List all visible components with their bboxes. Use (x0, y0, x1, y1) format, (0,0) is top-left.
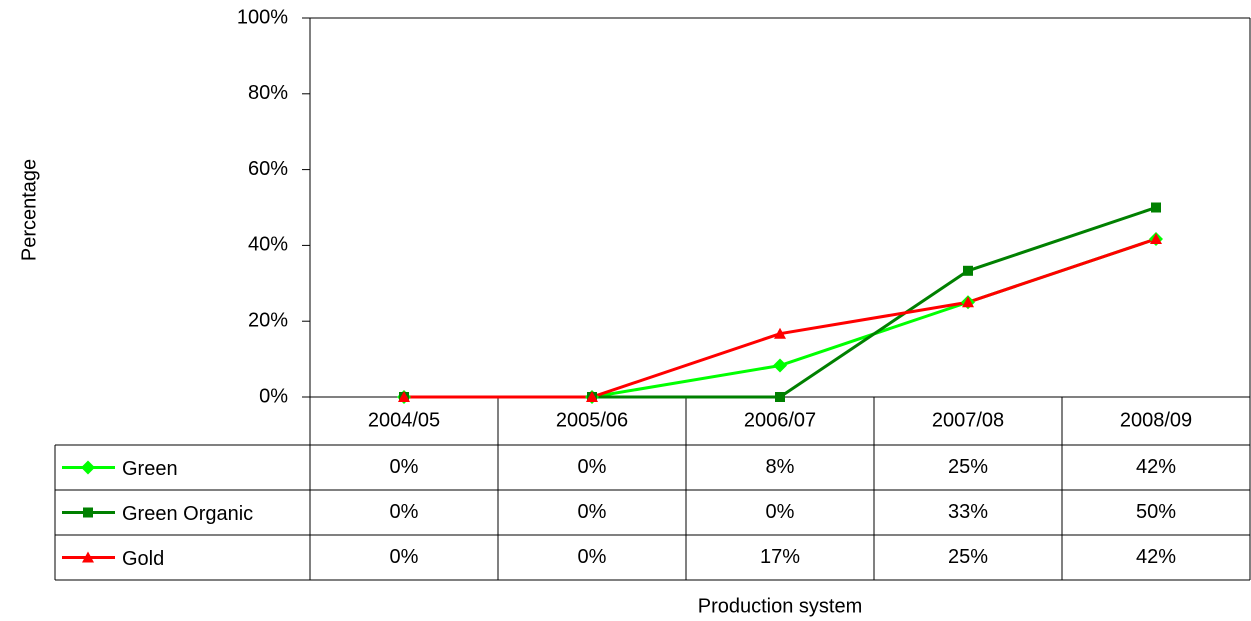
table-value: 25% (948, 546, 988, 568)
table-value: 0% (390, 456, 419, 478)
x-tick-label: 2007/08 (932, 409, 1004, 431)
table-value: 0% (578, 501, 607, 523)
marker (774, 327, 786, 339)
legend-label: Green (122, 458, 178, 480)
marker (1150, 232, 1162, 244)
x-tick-label: 2008/09 (1120, 409, 1192, 431)
y-tick-label: 80% (248, 82, 288, 104)
x-tick-label: 2006/07 (744, 409, 816, 431)
y-tick-label: 40% (248, 234, 288, 256)
y-tick-label: 60% (248, 158, 288, 180)
legend-marker (82, 551, 94, 563)
legend-marker (83, 507, 93, 518)
table-value: 50% (1136, 501, 1176, 523)
marker (963, 265, 973, 276)
marker (773, 358, 787, 373)
x-tick-label: 2005/06 (556, 409, 628, 431)
legend-label: Gold (122, 548, 164, 570)
marker (1151, 202, 1161, 213)
table-value: 0% (766, 501, 795, 523)
table-value: 42% (1136, 546, 1176, 568)
y-tick-label: 100% (237, 6, 288, 28)
legend-label: Green Organic (122, 503, 253, 525)
table-value: 8% (766, 456, 795, 478)
marker (962, 296, 974, 308)
table-value: 42% (1136, 456, 1176, 478)
series-line (404, 237, 1157, 399)
x-tick-label: 2004/05 (368, 409, 440, 431)
table-value: 25% (948, 456, 988, 478)
x-axis-title: Production system (698, 595, 863, 617)
table-value: 0% (390, 546, 419, 568)
series-line (404, 237, 1157, 399)
table-value: 0% (390, 501, 419, 523)
marker (586, 391, 598, 402)
y-tick-label: 0% (259, 385, 288, 407)
marker (398, 391, 410, 402)
table-value: 0% (578, 456, 607, 478)
table-value: 17% (760, 546, 800, 568)
y-axis-title: Percentage (18, 159, 40, 261)
table-value: 33% (948, 501, 988, 523)
marker (775, 392, 785, 402)
legend-marker (81, 460, 95, 475)
y-tick-label: 20% (248, 309, 288, 331)
table-value: 0% (578, 546, 607, 568)
